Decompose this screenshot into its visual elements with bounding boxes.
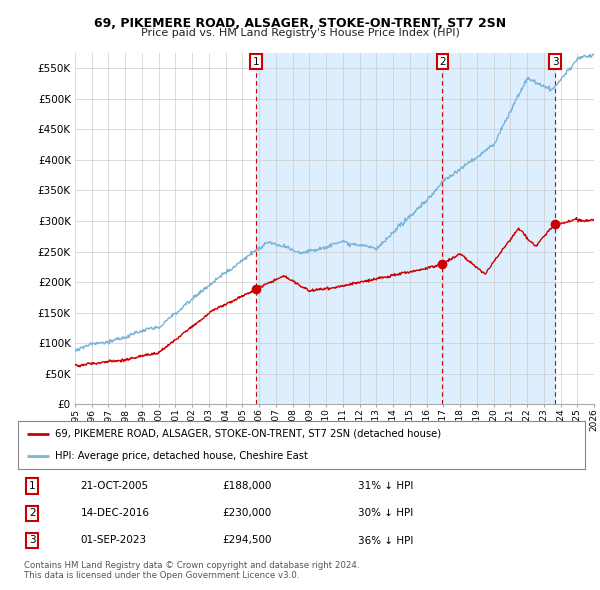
Text: This data is licensed under the Open Government Licence v3.0.: This data is licensed under the Open Gov… (24, 571, 299, 580)
Text: £188,000: £188,000 (222, 481, 271, 491)
Text: 01-SEP-2023: 01-SEP-2023 (80, 536, 146, 546)
Text: 21-OCT-2005: 21-OCT-2005 (80, 481, 148, 491)
Text: 3: 3 (551, 57, 559, 67)
Text: 69, PIKEMERE ROAD, ALSAGER, STOKE-ON-TRENT, ST7 2SN: 69, PIKEMERE ROAD, ALSAGER, STOKE-ON-TRE… (94, 17, 506, 30)
Text: Price paid vs. HM Land Registry's House Price Index (HPI): Price paid vs. HM Land Registry's House … (140, 28, 460, 38)
Text: 36% ↓ HPI: 36% ↓ HPI (358, 536, 413, 546)
Text: 1: 1 (253, 57, 259, 67)
Bar (256, 53, 555, 404)
Text: 14-DEC-2016: 14-DEC-2016 (80, 509, 149, 519)
Text: 3: 3 (29, 536, 35, 546)
Text: HPI: Average price, detached house, Cheshire East: HPI: Average price, detached house, Ches… (55, 451, 308, 461)
Text: 2: 2 (29, 509, 35, 519)
Text: £294,500: £294,500 (222, 536, 272, 546)
Text: 31% ↓ HPI: 31% ↓ HPI (358, 481, 413, 491)
Text: £230,000: £230,000 (222, 509, 271, 519)
Text: 1: 1 (29, 481, 35, 491)
Text: 2: 2 (439, 57, 446, 67)
Text: 30% ↓ HPI: 30% ↓ HPI (358, 509, 413, 519)
Text: Contains HM Land Registry data © Crown copyright and database right 2024.: Contains HM Land Registry data © Crown c… (24, 560, 359, 569)
Text: 69, PIKEMERE ROAD, ALSAGER, STOKE-ON-TRENT, ST7 2SN (detached house): 69, PIKEMERE ROAD, ALSAGER, STOKE-ON-TRE… (55, 429, 441, 439)
